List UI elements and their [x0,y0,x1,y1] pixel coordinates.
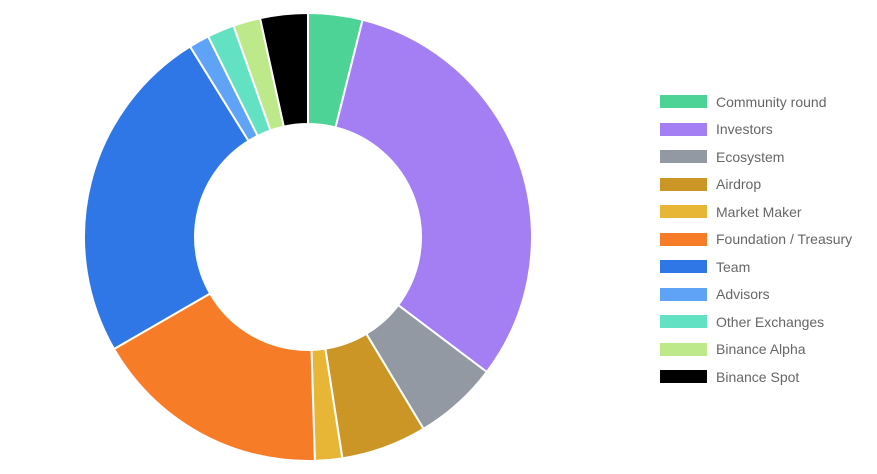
legend-item-market-maker[interactable]: Market Maker [660,198,852,226]
legend-swatch [660,95,707,109]
legend-label: Ecosystem [716,148,785,165]
legend-swatch [660,315,707,329]
legend-swatch [660,122,707,136]
legend-swatch [660,287,707,301]
legend-label: Community round [716,93,827,110]
legend-label: Airdrop [716,176,762,193]
legend-swatch [660,150,707,164]
legend-label: Binance Spot [716,368,800,385]
legend-item-binance-alpha[interactable]: Binance Alpha [660,336,852,364]
chart-slices [83,11,533,462]
legend-swatch [660,232,707,246]
legend-item-foundation-treasury[interactable]: Foundation / Treasury [660,226,852,254]
legend-item-advisors[interactable]: Advisors [660,281,852,309]
legend-item-team[interactable]: Team [660,253,852,281]
legend-swatch [660,342,707,356]
legend-label: Foundation / Treasury [716,231,853,248]
legend-item-ecosystem[interactable]: Ecosystem [660,143,852,171]
slice-binance-spot[interactable] [258,11,309,128]
legend-label: Binance Alpha [716,341,806,358]
legend-item-airdrop[interactable]: Airdrop [660,171,852,199]
legend-swatch [660,177,707,191]
legend-label: Team [716,258,751,275]
chart-legend: Community round Investors Ecosystem Airdrop… [660,88,852,391]
slice-team[interactable] [83,45,250,351]
legend-swatch [660,205,707,219]
legend-label: Investors [716,121,773,138]
legend-item-other-exchanges[interactable]: Other Exchanges [660,308,852,336]
legend-label: Market Maker [716,203,802,220]
legend-label: Other Exchanges [716,313,825,330]
legend-item-community-round[interactable]: Community round [660,88,852,116]
legend-swatch [660,260,707,274]
slice-foundation-treasury[interactable] [112,292,316,462]
slice-investors[interactable] [334,18,533,374]
legend-item-investors[interactable]: Investors [660,116,852,144]
legend-label: Advisors [716,286,770,303]
legend-item-binance-spot[interactable]: Binance Spot [660,363,852,391]
legend-swatch [660,370,707,384]
